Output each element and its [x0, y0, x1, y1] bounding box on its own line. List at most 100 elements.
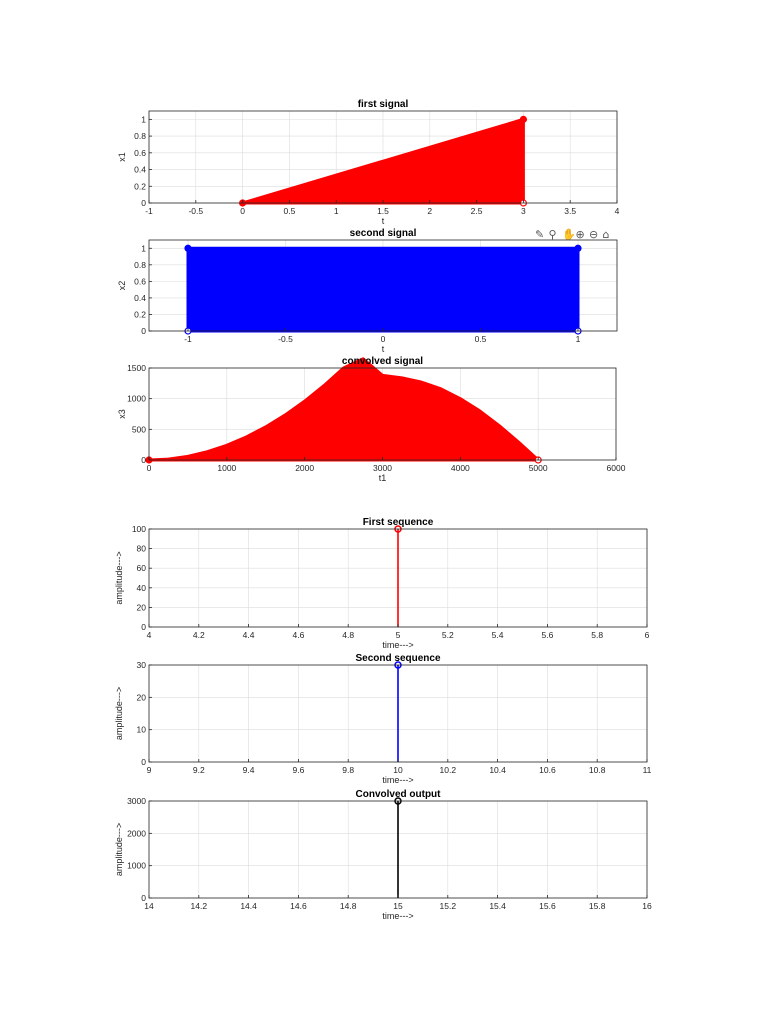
y-tick-label: 0.4	[134, 165, 146, 175]
x-tick-label: 1000	[217, 463, 236, 473]
zoom-in-icon[interactable]: ⊕	[576, 228, 585, 241]
convolved-signal-title: convolved signal	[342, 356, 423, 367]
x-tick-label: 10.8	[589, 765, 606, 775]
convolved-output-xlabel: time--->	[382, 911, 413, 921]
x-tick-label: 9.6	[292, 765, 304, 775]
second-sequence-marks	[394, 661, 402, 762]
convolved-output-chart: 14 14.2 14.4 14.6 14.8 15 15.2 15.4 15.6 15.8 16 0 1…	[114, 789, 652, 921]
x-tick-label: -1	[145, 206, 153, 216]
y-tick-label: 60	[137, 563, 147, 573]
x-tick-label: 5.4	[492, 630, 504, 640]
y-tick-label: 20	[137, 692, 147, 702]
y-tick-label: 1500	[127, 363, 146, 373]
x-tick-label: 0.5	[283, 206, 295, 216]
y-tick-label: 100	[132, 524, 146, 534]
y-tick-label: 30	[137, 660, 147, 670]
x-tick-label: 15.4	[489, 901, 506, 911]
x-tick-label: 3000	[373, 463, 392, 473]
x-tick-label: -1	[184, 334, 192, 344]
x-tick-label: 14.4	[240, 901, 257, 911]
convolved-signal-marks	[145, 357, 542, 464]
y-tick-label: 0.4	[134, 293, 146, 303]
x-tick-label: 4.2	[193, 630, 205, 640]
second-sequence-xlabel: time--->	[382, 775, 413, 785]
second-signal-chart: -1 -0.5 0 0.5 1 0 0.2 0.4 0.6 0.8 1 second signal t x…	[117, 228, 618, 354]
y-tick-label: 0.2	[134, 309, 146, 319]
x-tick-label: 9.4	[243, 765, 255, 775]
home-icon[interactable]: ⌂	[603, 228, 610, 241]
brush-icon[interactable]: ✎	[535, 228, 544, 241]
convolved-output-marks	[394, 797, 402, 898]
x-tick-label: -0.5	[188, 206, 203, 216]
x-tick-label: 15.2	[440, 901, 457, 911]
second-signal-title: second signal	[350, 228, 417, 239]
y-tick-label: 20	[137, 602, 147, 612]
x-tick-label: -0.5	[278, 334, 293, 344]
first-sequence-title: First sequence	[363, 517, 434, 528]
x-tick-label: 15	[393, 901, 403, 911]
y-tick-label: 0.8	[134, 260, 146, 270]
first-signal-xlabel: t	[382, 216, 385, 226]
pan-icon[interactable]: ✋	[562, 228, 576, 241]
y-tick-label: 500	[132, 424, 146, 434]
x-tick-label: 10.2	[440, 765, 457, 775]
second-signal-ylabel: x2	[117, 281, 127, 291]
y-tick-label: 40	[137, 583, 147, 593]
second-signal-marker	[574, 244, 582, 252]
second-sequence-ylabel: amplitude--->	[114, 687, 124, 740]
x-tick-label: 15.6	[539, 901, 556, 911]
x-tick-label: 4.6	[292, 630, 304, 640]
y-tick-label: 0.6	[134, 276, 146, 286]
x-tick-label: 4000	[451, 463, 470, 473]
x-tick-label: 0	[147, 463, 152, 473]
y-tick-label: 1	[141, 114, 146, 124]
y-tick-label: 80	[137, 544, 147, 554]
figure-toolbar: ✎ ⚲ ✋ ⊕ ⊖ ⌂	[535, 228, 610, 241]
convolved-signal-area-series	[147, 357, 540, 462]
y-tick-label: 0	[141, 757, 146, 767]
datatip-icon[interactable]: ⚲	[549, 228, 557, 241]
y-tick-label: 0	[141, 198, 146, 208]
y-tick-label: 0	[141, 893, 146, 903]
x-tick-label: 9	[147, 765, 152, 775]
x-tick-label: 2000	[295, 463, 314, 473]
y-tick-label: 0	[141, 622, 146, 632]
first-signal-ylabel: x1	[117, 152, 127, 162]
x-tick-label: 14	[144, 901, 154, 911]
x-tick-label: 1.5	[377, 206, 389, 216]
first-sequence-marks	[394, 525, 402, 627]
first-sequence-ylabel: amplitude--->	[114, 551, 124, 604]
charts-group: -1 -0.5 0 0.5 1 1.5 2 2.5 3 3.5 400.20.40.60.81fir…	[114, 99, 652, 921]
convolved-output-ylabel: amplitude--->	[114, 823, 124, 876]
x-tick-label: 10	[393, 765, 403, 775]
y-tick-label: 1	[141, 243, 146, 253]
x-tick-label: 3.5	[564, 206, 576, 216]
zoom-out-icon[interactable]: ⊖	[589, 228, 598, 241]
x-tick-label: 5.8	[591, 630, 603, 640]
x-tick-label: 6	[645, 630, 650, 640]
x-tick-label: 10.6	[539, 765, 556, 775]
second-sequence-chart: 9 9.2 9.4 9.6 9.8 10 10.2 10.4 10.6 10.8 11 0 10 20 30…	[114, 653, 652, 785]
x-tick-label: 2.5	[471, 206, 483, 216]
x-tick-label: 6000	[607, 463, 626, 473]
y-tick-label: 0.8	[134, 131, 146, 141]
second-signal-marker	[184, 244, 192, 252]
x-tick-label: 5000	[529, 463, 548, 473]
x-tick-label: 5.6	[541, 630, 553, 640]
x-tick-label: 1	[576, 334, 581, 344]
y-tick-label: 0.6	[134, 148, 146, 158]
x-tick-label: 0	[381, 334, 386, 344]
x-tick-label: 3	[521, 206, 526, 216]
x-tick-label: 15.8	[589, 901, 606, 911]
y-tick-label: 0.2	[134, 181, 146, 191]
x-tick-label: 4.8	[342, 630, 354, 640]
second-signal-xlabel: t	[382, 344, 385, 354]
x-tick-label: 4.4	[243, 630, 255, 640]
y-tick-label: 0	[141, 455, 146, 465]
x-tick-label: 1	[334, 206, 339, 216]
y-tick-label: 1000	[127, 394, 146, 404]
first-sequence-chart: 4 4.2 4.4 4.6 4.8 5 5.2 5.4 5.6 5.8 6020406080100F…	[114, 517, 650, 650]
convolved-signal-chart: 0 1000 2000 3000 4000 5000 6000 0 500 1000 1500 con…	[117, 356, 626, 483]
first-signal-title: first signal	[358, 99, 409, 110]
x-tick-label: 4	[147, 630, 152, 640]
